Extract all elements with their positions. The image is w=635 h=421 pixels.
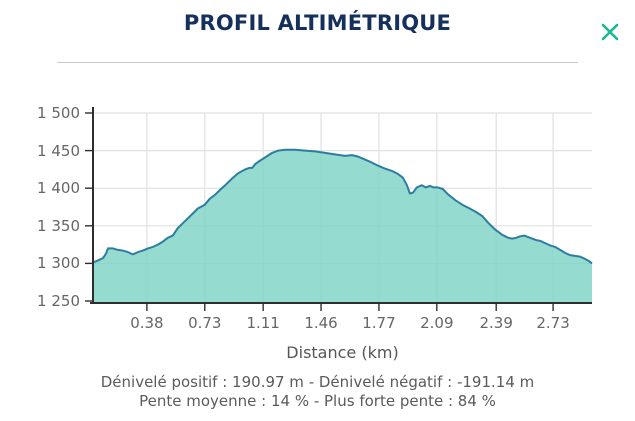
header-divider <box>57 62 578 63</box>
slope-stats: Pente moyenne : 14 % - Plus forte pente … <box>139 392 496 410</box>
page-title: PROFIL ALTIMÉTRIQUE <box>183 11 452 35</box>
x-tick-label: 1.11 <box>246 314 280 332</box>
y-tick-label: 1 250 <box>37 292 80 310</box>
close-button[interactable] <box>597 19 623 45</box>
y-tick-label: 1 300 <box>37 254 80 273</box>
y-tick-label: 1 350 <box>37 216 80 235</box>
x-axis-title: Distance (km) <box>286 343 399 362</box>
x-tick-label: 2.39 <box>479 314 513 332</box>
x-tick-label: 2.73 <box>536 314 570 332</box>
x-tick-label: 2.09 <box>420 314 454 332</box>
close-icon <box>601 23 619 41</box>
y-tick-label: 1 500 <box>37 104 80 122</box>
elevation-gain-loss-stats: Dénivelé positif : 190.97 m - Dénivelé n… <box>100 373 535 391</box>
y-tick-label: 1 450 <box>37 141 80 160</box>
y-tick-label: 1 400 <box>37 179 80 198</box>
x-tick-label: 1.77 <box>362 314 396 332</box>
x-tick-label: 1.46 <box>304 314 338 332</box>
x-tick-label: 0.38 <box>130 314 164 332</box>
x-tick-label: 0.73 <box>188 314 222 332</box>
